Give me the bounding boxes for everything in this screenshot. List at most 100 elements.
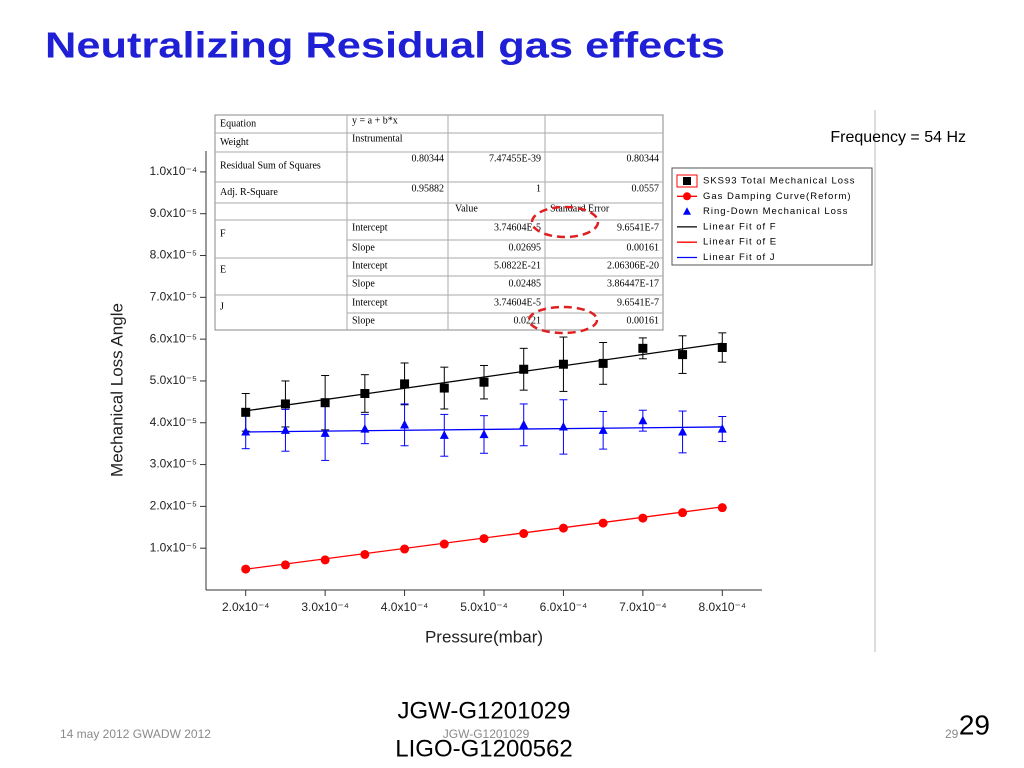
- legend-label: Linear Fit of F: [703, 221, 777, 232]
- table-cell: Instrumental: [352, 133, 403, 144]
- marker: [638, 415, 648, 425]
- x-tick-label: 4.0x10⁻⁴: [381, 600, 429, 614]
- table-cell: 0.02695: [509, 242, 542, 253]
- marker: [400, 419, 410, 429]
- table-cell: 7.47455E-39: [489, 153, 541, 164]
- marker: [400, 544, 410, 554]
- table-cell: Slope: [352, 278, 375, 289]
- marker: [241, 407, 251, 417]
- marker: [683, 192, 691, 201]
- marker: [241, 564, 251, 574]
- x-tick-label: 3.0x10⁻⁴: [301, 600, 349, 614]
- plot: 2.0x10⁻⁴ 3.0x10⁻⁴ 4.0x10⁻⁴ 5.0x10⁻⁴ 6.0x10⁻⁴…: [149, 114, 873, 614]
- y-tick-label: 2.0x10⁻⁵: [150, 499, 197, 513]
- y-tick-label: 3.0x10⁻⁵: [150, 457, 197, 471]
- y-tick-label: 5.0x10⁻⁵: [150, 373, 197, 387]
- marker: [360, 549, 370, 559]
- y-axis-label: Mechanical Loss Angle: [107, 303, 126, 477]
- table-cell: 9.6541E-7: [617, 222, 659, 233]
- table-cell: Intercept: [352, 297, 388, 308]
- marker: [558, 523, 568, 533]
- table-cell: 0.95882: [412, 183, 445, 194]
- marker: [558, 421, 568, 431]
- marker: [678, 350, 688, 360]
- highlight: [527, 305, 599, 335]
- doc-id: JGW-G1201029: [398, 697, 571, 724]
- table-cell: 0.0557: [632, 183, 660, 194]
- marker: [598, 518, 608, 528]
- marker: [479, 429, 489, 439]
- table-group: F: [220, 228, 226, 239]
- marker: [479, 534, 489, 544]
- marker: [320, 428, 330, 437]
- legend: SKS93 Total Mechanical Loss Gas Damping C…: [671, 167, 873, 266]
- table-cell: 0.80344: [412, 153, 445, 164]
- table-cell: Intercept: [352, 260, 388, 271]
- table-header: Value: [455, 203, 478, 214]
- table-cell: 2.06306E-20: [607, 260, 659, 271]
- table-group: E: [220, 264, 226, 275]
- y-tick-label: 1.0x10⁻⁵: [150, 540, 197, 554]
- marker: [280, 560, 290, 570]
- x-axis-label: Pressure(mbar): [425, 627, 543, 646]
- marker: [558, 359, 568, 369]
- marker: [683, 207, 691, 215]
- marker: [717, 424, 727, 433]
- legend-label: Linear Fit of J: [703, 252, 776, 263]
- marker: [638, 513, 648, 523]
- table-cell: 3.74604E-5: [494, 297, 541, 308]
- table-cell: 1: [536, 183, 541, 194]
- marker: [280, 399, 290, 409]
- legend-label: Gas Damping Curve(Reform): [703, 191, 852, 202]
- marker: [439, 539, 449, 549]
- marker: [598, 425, 608, 434]
- table-cell: 3.86447E-17: [607, 278, 659, 289]
- table-group: J: [220, 301, 224, 312]
- marker: [280, 425, 290, 434]
- legend-label: Linear Fit of E: [703, 237, 777, 248]
- marker: [638, 343, 648, 353]
- x-tick-label: 7.0x10⁻⁴: [619, 600, 667, 614]
- table-cell: 0.00161: [627, 315, 660, 326]
- x-tick-label: 6.0x10⁻⁴: [540, 600, 588, 614]
- footer-date: 14 may 2012 GWADW 2012: [60, 727, 211, 741]
- marker: [717, 343, 727, 353]
- x-tick-label: 5.0x10⁻⁴: [460, 600, 508, 614]
- marker: [320, 555, 330, 565]
- table-cell: Intercept: [352, 222, 388, 233]
- slide-title: Neutralizing Residual gas effects: [45, 25, 725, 66]
- marker: [519, 529, 529, 539]
- table-cell: 9.6541E-7: [617, 297, 659, 308]
- x-tick-label: 8.0x10⁻⁴: [699, 600, 747, 614]
- y-tick-label: 8.0x10⁻⁵: [150, 248, 197, 262]
- marker: [439, 430, 449, 439]
- marker: [241, 427, 251, 436]
- table-cell: Residual Sum of Squares: [220, 160, 321, 171]
- table-cell: 3.74604E-5: [494, 222, 541, 233]
- marker: [678, 508, 688, 518]
- table-cell: Slope: [352, 315, 375, 326]
- table-cell: y = a + b*x: [352, 115, 398, 126]
- doc-id: LIGO-G1200562: [395, 735, 572, 762]
- marker: [479, 377, 489, 387]
- y-tick-label: 7.0x10⁻⁵: [150, 290, 197, 304]
- y-tick-label: 1.0x10⁻⁴: [149, 164, 197, 178]
- marker: [360, 388, 370, 398]
- table-cell: Weight: [220, 137, 249, 148]
- marker: [360, 424, 370, 433]
- table-bg: [214, 114, 664, 331]
- table-cell: Adj. R-Square: [220, 187, 278, 198]
- annotation: Frequency = 54 Hz: [830, 129, 966, 146]
- table-cell: 0.02485: [509, 278, 542, 289]
- footer-page: 29: [945, 727, 959, 741]
- table-cell: 0.0221: [514, 315, 542, 326]
- fit-table: Equation y = a + b*x Weight Instrumental Res…: [214, 114, 664, 335]
- marker: [519, 364, 529, 374]
- table-cell: 5.0822E-21: [494, 260, 541, 271]
- marker: [400, 379, 410, 389]
- table-cell: Slope: [352, 242, 375, 253]
- table-cell: 0.00161: [627, 242, 660, 253]
- table-cell: Equation: [220, 118, 256, 129]
- marker: [678, 427, 688, 436]
